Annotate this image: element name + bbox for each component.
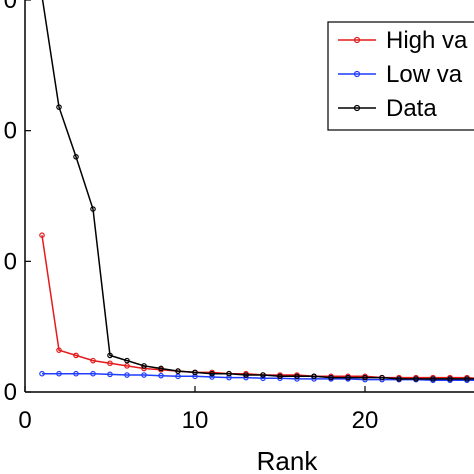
series-point bbox=[107, 352, 113, 359]
series-point bbox=[379, 374, 385, 381]
legend: High va Low va Data bbox=[327, 21, 474, 131]
series-point bbox=[56, 370, 62, 377]
series-point bbox=[464, 376, 470, 382]
series-point bbox=[141, 372, 147, 378]
series-point bbox=[362, 374, 368, 381]
x-tick-label: 10 bbox=[182, 407, 209, 434]
series-point bbox=[39, 232, 45, 239]
legend-swatch-marker bbox=[353, 70, 361, 78]
series-point bbox=[430, 376, 436, 382]
series-point bbox=[90, 357, 96, 364]
series-point bbox=[73, 370, 79, 377]
series-line bbox=[41, 235, 474, 379]
y-tick-label: 0 bbox=[4, 248, 17, 275]
legend-swatch-marker bbox=[353, 104, 361, 112]
series-point bbox=[396, 376, 402, 382]
y-tick-label: 0 bbox=[4, 379, 17, 406]
series-point bbox=[209, 374, 215, 380]
series-point bbox=[90, 370, 96, 377]
series-point bbox=[141, 363, 147, 369]
series-point bbox=[56, 104, 62, 110]
series-point bbox=[345, 374, 351, 381]
y-axis: 0 0 0 0 bbox=[4, 0, 31, 406]
legend-label: Data bbox=[386, 95, 437, 122]
series-point bbox=[260, 372, 266, 378]
series-point bbox=[124, 372, 130, 378]
x-axis-label: Rank bbox=[257, 446, 319, 474]
series-point bbox=[192, 369, 198, 376]
series-point bbox=[175, 373, 181, 380]
series-point bbox=[277, 373, 283, 380]
series-point bbox=[243, 372, 249, 378]
legend-label: Low va bbox=[386, 61, 463, 88]
series-point bbox=[294, 373, 300, 380]
series-3 bbox=[41, 0, 474, 382]
legend-label: High va bbox=[386, 27, 468, 54]
series-point bbox=[413, 376, 419, 382]
series-point bbox=[158, 365, 164, 372]
series-point bbox=[447, 376, 453, 382]
series-layer bbox=[39, 0, 474, 384]
series-point bbox=[107, 360, 113, 367]
series-point bbox=[73, 352, 79, 359]
series-point bbox=[124, 357, 130, 364]
series-point bbox=[124, 363, 130, 369]
series-point bbox=[90, 206, 96, 212]
x-axis: 0 10 20 bbox=[18, 386, 378, 434]
series-point bbox=[328, 374, 334, 381]
y-tick-label: 0 bbox=[4, 118, 17, 145]
series-point bbox=[39, 370, 45, 377]
series-line bbox=[41, 0, 474, 380]
legend-swatch-marker bbox=[353, 36, 361, 44]
series-point bbox=[209, 370, 215, 377]
series-point bbox=[311, 373, 317, 380]
x-tick-label: 20 bbox=[352, 407, 379, 434]
plot-frame bbox=[24, 0, 474, 393]
series-point bbox=[260, 375, 266, 382]
x-tick-label: 0 bbox=[18, 407, 31, 434]
series-point bbox=[107, 371, 113, 378]
y-tick-label: 0 bbox=[4, 0, 17, 14]
series-point bbox=[158, 372, 164, 379]
series-point bbox=[73, 154, 79, 160]
series-point bbox=[226, 370, 232, 377]
series-point bbox=[175, 368, 181, 374]
series-point bbox=[56, 347, 62, 353]
